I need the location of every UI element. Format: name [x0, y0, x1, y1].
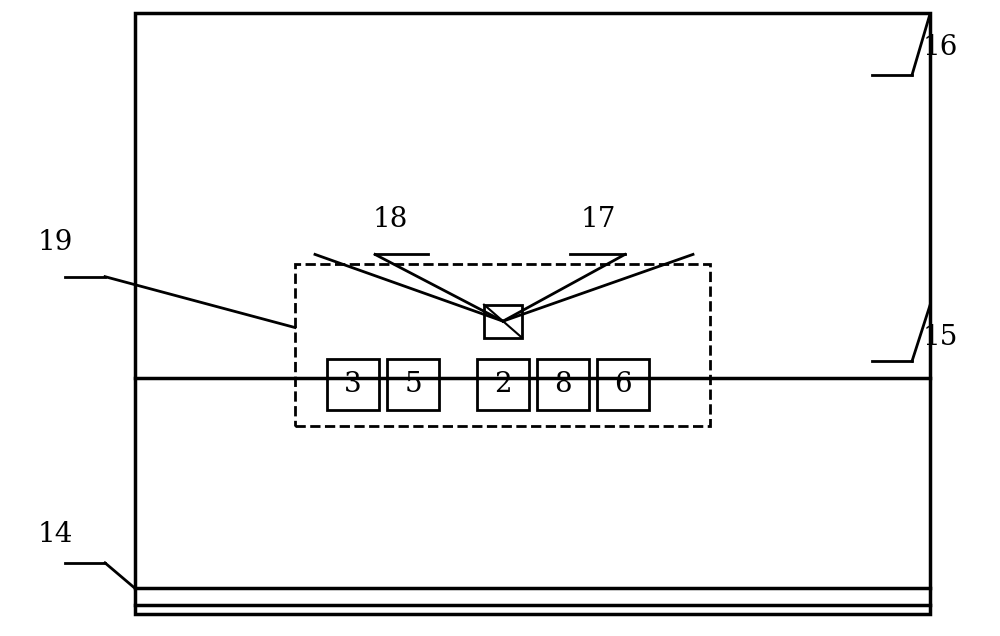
Bar: [484, 305, 522, 338]
Text: 3: 3: [344, 371, 362, 398]
Bar: [477, 359, 529, 410]
Bar: [387, 359, 439, 410]
Text: 14: 14: [37, 521, 73, 548]
Text: 17: 17: [580, 206, 616, 233]
Bar: [537, 359, 589, 410]
Bar: [597, 359, 649, 410]
Text: 6: 6: [614, 371, 632, 398]
Text: 8: 8: [554, 371, 572, 398]
Text: 5: 5: [404, 371, 422, 398]
Text: 18: 18: [372, 206, 408, 233]
Bar: [135, 13, 930, 614]
Text: 15: 15: [922, 324, 958, 350]
Bar: [295, 264, 710, 426]
Bar: [327, 359, 379, 410]
Text: 19: 19: [37, 230, 73, 256]
Text: 16: 16: [922, 34, 958, 61]
Text: 2: 2: [494, 371, 512, 398]
